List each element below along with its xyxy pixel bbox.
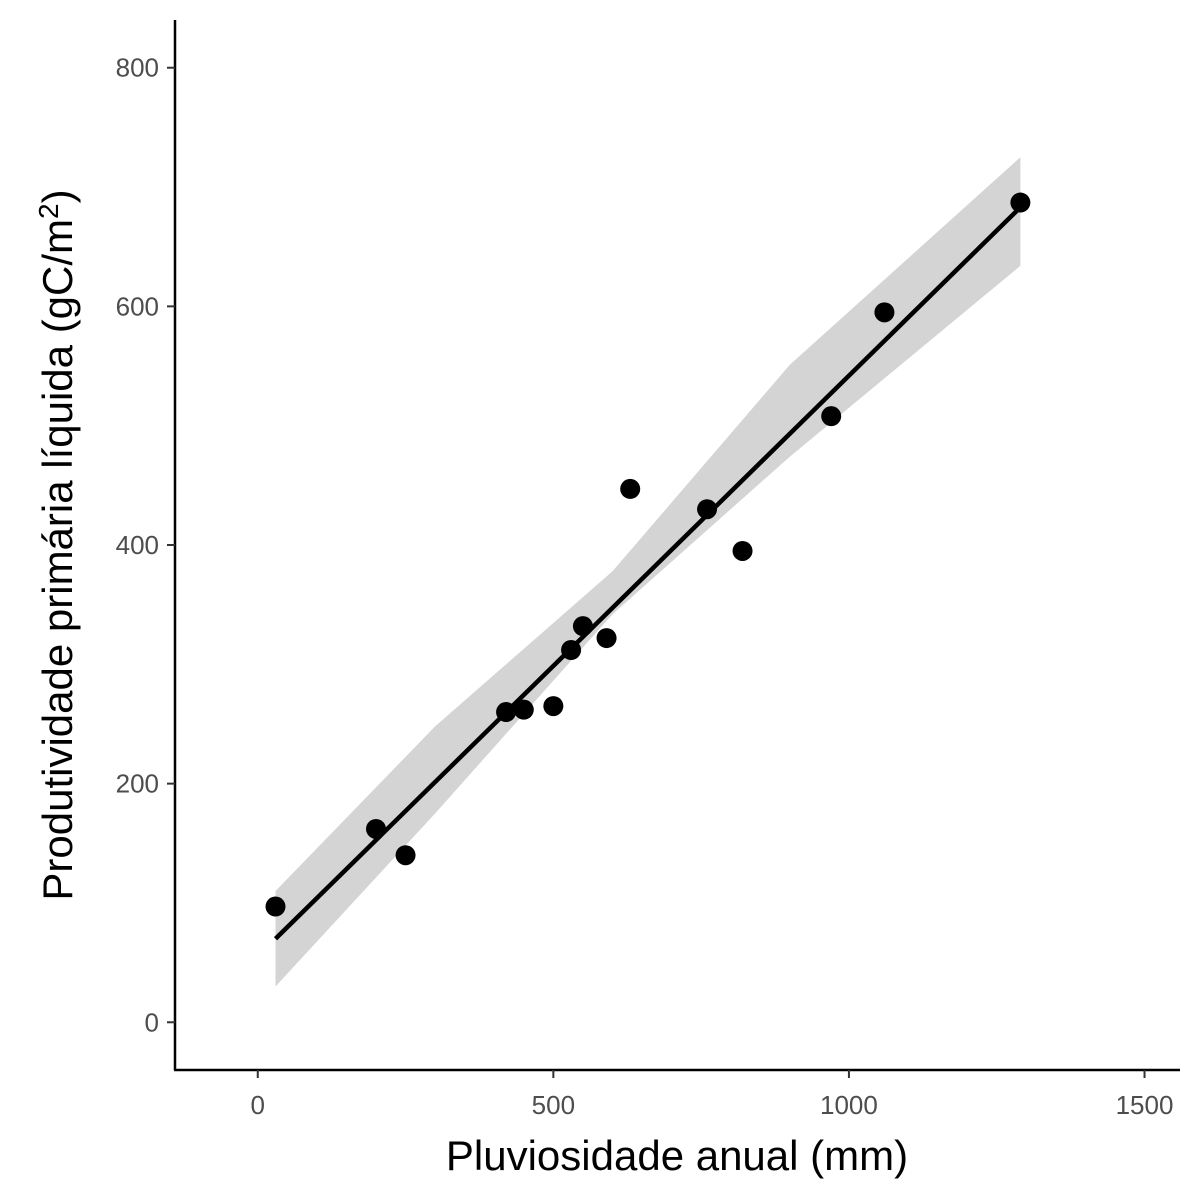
x-tick-label: 0 bbox=[251, 1090, 265, 1120]
x-tick-label: 1000 bbox=[820, 1090, 878, 1120]
data-point bbox=[821, 406, 842, 427]
data-point bbox=[697, 499, 718, 520]
data-point bbox=[620, 478, 641, 499]
y-axis-title: Produtividade primária líquida (gC/m2) bbox=[33, 189, 81, 900]
data-point bbox=[395, 845, 416, 866]
data-point bbox=[572, 616, 593, 637]
data-point bbox=[543, 696, 564, 717]
regression-line bbox=[273, 205, 1022, 941]
x-tick-label: 1500 bbox=[1116, 1090, 1174, 1120]
data-point bbox=[874, 302, 895, 323]
data-point bbox=[596, 628, 617, 649]
x-axis-title: Pluviosidade anual (mm) bbox=[446, 1132, 908, 1179]
y-tick-label: 200 bbox=[116, 769, 159, 799]
y-tick-label: 400 bbox=[116, 530, 159, 560]
y-tick-label: 600 bbox=[116, 291, 159, 321]
data-point bbox=[1010, 192, 1031, 213]
y-axis-title-main: Produtividade primária líquida (gC/m bbox=[34, 219, 81, 901]
y-axis-title-superscript: 2 bbox=[33, 203, 64, 219]
y-axis-title-close: ) bbox=[34, 189, 81, 203]
x-tick-label: 500 bbox=[532, 1090, 575, 1120]
data-point bbox=[561, 640, 582, 660]
y-tick-label: 800 bbox=[116, 53, 159, 83]
data-point bbox=[366, 818, 386, 839]
data-point bbox=[265, 896, 286, 917]
data-point bbox=[732, 540, 753, 561]
data-point bbox=[513, 699, 534, 720]
y-tick-label: 0 bbox=[145, 1007, 159, 1037]
data-point bbox=[496, 702, 517, 723]
